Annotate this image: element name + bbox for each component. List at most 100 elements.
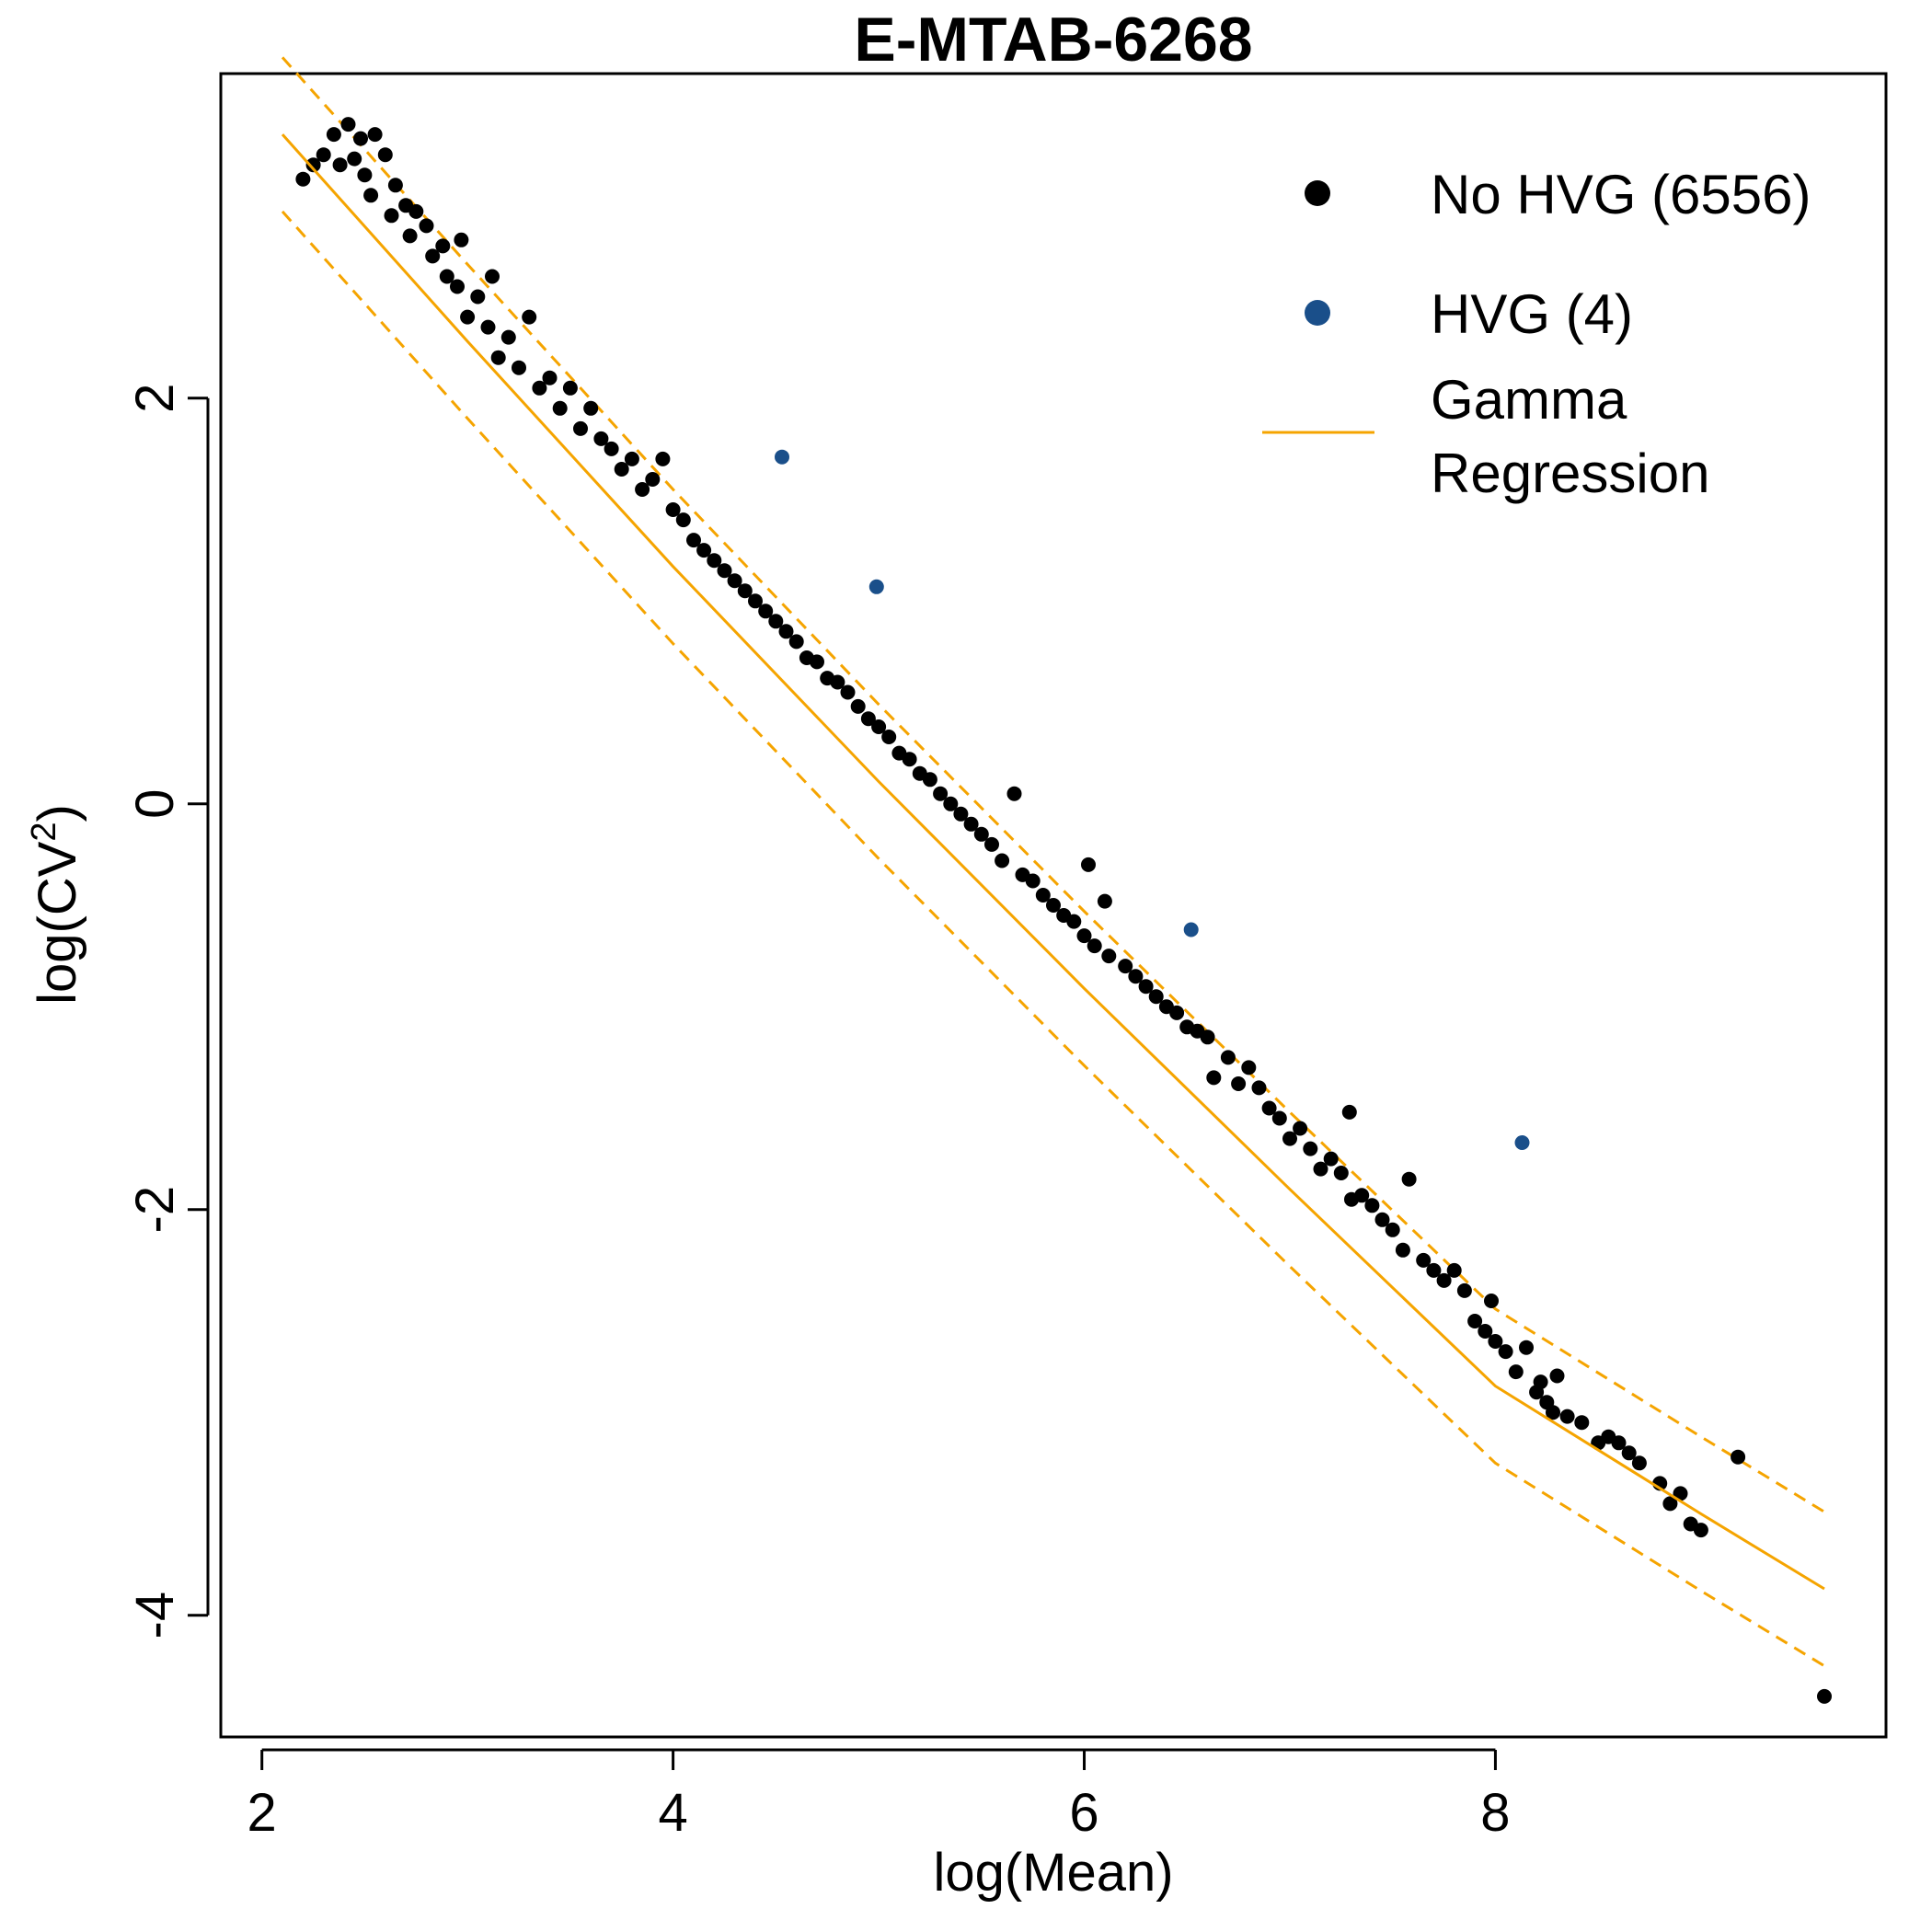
x-tick-label: 8: [1480, 1783, 1510, 1843]
no-hvg-point: [902, 752, 917, 767]
no-hvg-point: [1364, 1198, 1380, 1213]
no-hvg-point: [1574, 1415, 1590, 1431]
no-hvg-point: [316, 147, 331, 163]
no-hvg-point: [1446, 1262, 1462, 1278]
no-hvg-point: [1200, 1029, 1215, 1045]
no-hvg-point: [384, 208, 399, 224]
no-hvg-point: [995, 853, 1010, 868]
y-axis-label: log(CV2): [25, 804, 87, 1005]
no-hvg-point: [532, 380, 547, 396]
no-hvg-point: [1374, 1212, 1390, 1227]
no-hvg-point: [788, 634, 804, 650]
hvg-point: [868, 579, 884, 594]
no-hvg-point: [470, 289, 486, 305]
no-hvg-point: [1484, 1294, 1499, 1308]
legend: No HVG (6556) HVG (4) Gamma Regression: [1262, 164, 1811, 504]
no-hvg-point: [367, 127, 383, 143]
no-hvg-point: [953, 806, 969, 822]
no-hvg-point: [696, 543, 712, 558]
no-hvg-point: [1118, 959, 1133, 974]
no-hvg-point: [707, 553, 722, 569]
no-hvg-point: [573, 420, 588, 436]
y-axis-label-base: log(CV: [28, 841, 87, 1005]
legend-label-regression-line1: Gamma: [1431, 369, 1627, 431]
no-hvg-point: [454, 232, 469, 247]
regression-line-layer: [281, 133, 1825, 1591]
no-hvg-point: [1206, 1070, 1222, 1086]
no-hvg-point: [1467, 1314, 1483, 1328]
y-tick-label: -2: [125, 1186, 185, 1234]
no-hvg-point: [748, 593, 763, 609]
y-tick-label: -4: [125, 1592, 185, 1639]
no-hvg-point: [450, 279, 465, 294]
no-hvg-point: [377, 147, 393, 163]
no-hvg-point: [1081, 857, 1096, 872]
no-hvg-point: [943, 796, 959, 811]
no-hvg-point: [871, 719, 887, 734]
no-hvg-point: [1354, 1188, 1370, 1203]
hvg-point: [1514, 1135, 1530, 1150]
no-hvg-point: [1128, 969, 1144, 984]
no-hvg-point: [1426, 1262, 1442, 1278]
x-tick-label: 4: [658, 1783, 687, 1843]
no-hvg-point: [1271, 1110, 1287, 1126]
no-hvg-point: [1436, 1272, 1452, 1288]
no-hvg-point: [1498, 1344, 1513, 1360]
no-hvg-point: [1416, 1252, 1432, 1268]
x-tick-label: 2: [247, 1783, 277, 1843]
no-hvg-point: [1533, 1374, 1548, 1390]
hvg-point: [1183, 922, 1199, 937]
y-axis-label-superscript: 2: [25, 822, 63, 841]
no-hvg-point: [439, 269, 454, 284]
no-hvg-point: [1456, 1282, 1472, 1298]
no-hvg-point: [332, 157, 348, 173]
no-hvg-point: [1662, 1496, 1678, 1512]
no-hvg-point: [512, 360, 526, 375]
no-hvg-point: [340, 117, 356, 132]
no-hvg-point: [1631, 1455, 1647, 1471]
no-hvg-point: [1303, 1141, 1318, 1156]
legend-label-hvg: HVG (4): [1431, 283, 1633, 345]
no-hvg-point: [860, 711, 876, 727]
no-hvg-point: [1148, 989, 1164, 1005]
legend-marker-hvg: [1305, 300, 1330, 326]
regression-line: [281, 133, 1825, 1591]
no-hvg-point: [1220, 1050, 1236, 1065]
no-hvg-point: [1066, 914, 1082, 929]
no-hvg-point: [485, 269, 500, 284]
hvg-points: [775, 449, 1530, 1150]
no-hvg-point: [1046, 898, 1061, 913]
no-hvg-point: [419, 218, 434, 234]
no-hvg-point: [675, 512, 691, 528]
hvg-point: [775, 449, 789, 465]
no-hvg-point: [1313, 1161, 1328, 1177]
legend-label-regression-line2: Regression: [1431, 443, 1710, 504]
no-hvg-point: [1341, 1104, 1357, 1120]
no-hvg-point: [717, 563, 732, 579]
no-hvg-point: [768, 614, 784, 629]
no-hvg-point: [665, 502, 681, 517]
no-hvg-point: [850, 698, 866, 714]
data-points: [295, 117, 1832, 1704]
no-hvg-point: [1138, 979, 1154, 995]
no-hvg-point: [1401, 1171, 1417, 1187]
no-hvg-point: [1549, 1368, 1565, 1384]
no-hvg-point: [933, 786, 949, 801]
no-hvg-point: [1169, 1005, 1185, 1020]
y-axis-label-end: ): [28, 804, 87, 822]
no-hvg-point: [810, 654, 824, 670]
no-hvg-point: [1293, 1121, 1308, 1136]
no-hvg-point: [1488, 1334, 1503, 1349]
no-hvg-point: [1519, 1340, 1534, 1355]
no-hvg-point: [655, 451, 671, 466]
no-hvg-point: [552, 400, 568, 416]
no-hvg-point: [1006, 786, 1022, 801]
y-tick-label: 2: [125, 384, 185, 413]
no-hvg-point: [635, 482, 650, 497]
no-hvg-point: [778, 624, 794, 639]
no-hvg-point: [1508, 1364, 1524, 1380]
regression-bands: [281, 56, 1825, 1668]
no-hvg-point: [363, 188, 379, 203]
no-hvg-point: [562, 380, 578, 396]
